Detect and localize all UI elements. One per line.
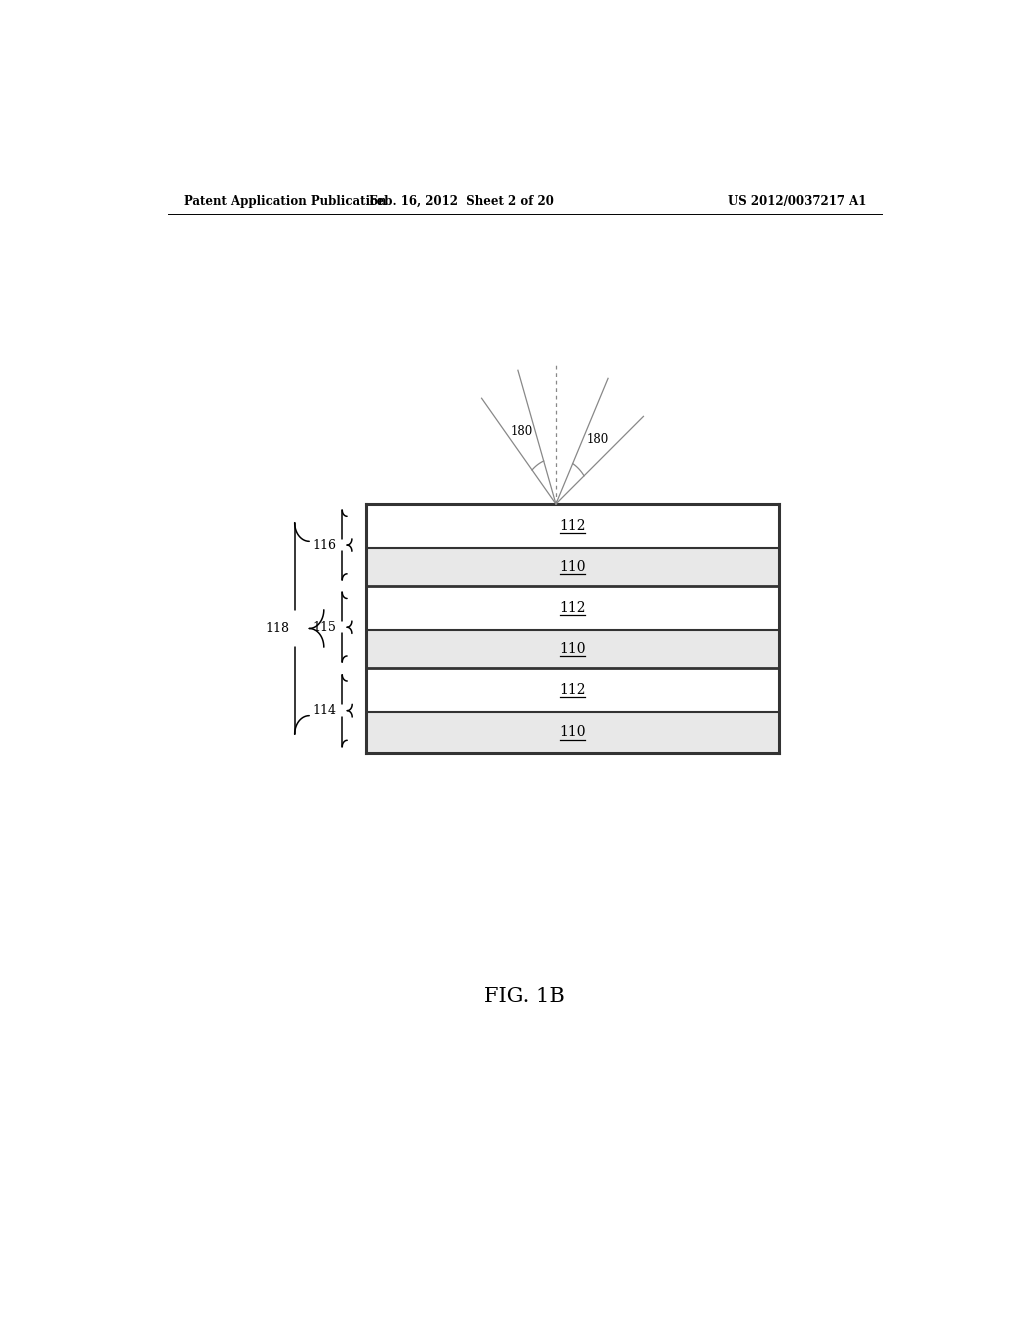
Bar xyxy=(367,711,778,752)
Text: 112: 112 xyxy=(559,684,586,697)
Text: Patent Application Publication: Patent Application Publication xyxy=(183,194,386,207)
Text: 110: 110 xyxy=(559,642,586,656)
Text: 118: 118 xyxy=(265,622,289,635)
Bar xyxy=(367,630,778,668)
Text: 116: 116 xyxy=(312,539,337,552)
Text: 180: 180 xyxy=(511,425,534,438)
Text: 114: 114 xyxy=(312,704,337,717)
Text: 112: 112 xyxy=(559,519,586,533)
Text: 112: 112 xyxy=(559,601,586,615)
Bar xyxy=(367,504,778,548)
Text: US 2012/0037217 A1: US 2012/0037217 A1 xyxy=(728,194,866,207)
Text: Feb. 16, 2012  Sheet 2 of 20: Feb. 16, 2012 Sheet 2 of 20 xyxy=(369,194,554,207)
Text: 115: 115 xyxy=(313,620,337,634)
Bar xyxy=(367,668,778,711)
Text: FIG. 1B: FIG. 1B xyxy=(484,987,565,1006)
Bar xyxy=(367,548,778,586)
Text: 110: 110 xyxy=(559,560,586,574)
Text: 180: 180 xyxy=(587,433,609,446)
Bar xyxy=(367,586,778,630)
Text: 110: 110 xyxy=(559,726,586,739)
